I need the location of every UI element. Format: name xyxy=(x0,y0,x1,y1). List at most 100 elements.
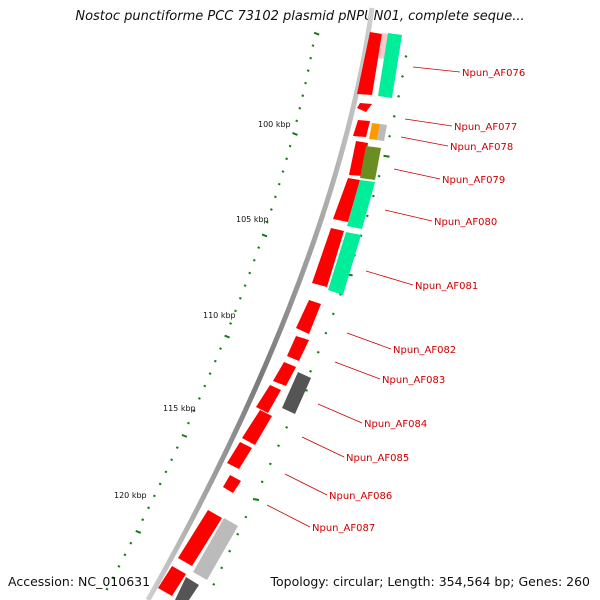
minor-tick xyxy=(208,372,212,375)
gene-label-npun-af082: Npun_AF082 xyxy=(393,345,456,356)
cds-arrow xyxy=(158,566,186,596)
minor-tick xyxy=(281,170,285,173)
cds-arrow xyxy=(353,120,370,137)
minor-tick xyxy=(234,309,237,313)
inner-tick xyxy=(377,174,381,178)
inner-tick xyxy=(212,582,216,586)
minor-tick xyxy=(147,506,150,510)
inner-tick xyxy=(285,425,289,429)
kbp-labels: 100 kbp 105 kbp 110 kbp 115 kbp 120 kbp xyxy=(114,120,291,500)
inner-tick xyxy=(331,312,335,316)
kbp-label-100: 100 kbp xyxy=(258,120,291,129)
minor-tick xyxy=(105,587,109,591)
gene-label-npun-af076: Npun_AF076 xyxy=(462,68,525,79)
minor-tick xyxy=(298,106,302,110)
minor-tick xyxy=(243,284,247,288)
minor-tick xyxy=(257,246,261,250)
tick-marks xyxy=(105,31,408,591)
cog-block-green xyxy=(328,232,361,295)
minor-tick xyxy=(117,564,121,568)
cds-arrow xyxy=(223,475,241,493)
cog-block-green xyxy=(347,180,375,229)
inner-tick xyxy=(316,350,320,354)
cds-arrow xyxy=(227,442,252,469)
cds-arrow xyxy=(357,103,372,112)
inner-tick xyxy=(228,549,232,553)
inner-tick xyxy=(309,369,312,373)
inner-tick xyxy=(392,114,396,118)
leader-line xyxy=(301,436,345,458)
minor-tick xyxy=(288,144,292,148)
cds-arrow xyxy=(296,300,321,334)
minor-tick xyxy=(111,576,115,580)
minor-tick xyxy=(197,397,201,400)
minor-tick xyxy=(248,271,252,275)
major-tick xyxy=(313,31,320,36)
cog-block-green xyxy=(378,33,402,98)
minor-tick xyxy=(203,384,207,388)
leader-line xyxy=(365,270,414,286)
minor-tick xyxy=(129,541,133,545)
cds-arrow xyxy=(333,178,360,222)
kbp-label-115: 115 kbp xyxy=(163,404,196,413)
cds-arrow xyxy=(287,336,309,361)
leader-line xyxy=(404,118,453,127)
topology-text: Topology: circular; Length: 354,564 bp; … xyxy=(270,574,591,589)
gene-label-npun-af078: Npun_AF078 xyxy=(450,142,513,153)
inner-tick xyxy=(277,444,280,448)
minor-tick xyxy=(252,258,256,262)
cds-arrow xyxy=(312,228,344,287)
minor-tick xyxy=(164,470,168,474)
minor-tick xyxy=(277,182,281,186)
minor-tick xyxy=(309,56,313,60)
cog-block-olive xyxy=(360,146,381,180)
leader-line xyxy=(266,504,311,528)
cds-arrow xyxy=(178,510,222,566)
gene-label-npun-af081: Npun_AF081 xyxy=(415,281,478,292)
leader-line xyxy=(346,332,392,350)
backbone-arc xyxy=(145,7,375,600)
major-tick xyxy=(181,433,188,438)
kbp-label-110: 110 kbp xyxy=(203,311,236,320)
cog-features xyxy=(175,33,402,600)
minor-tick xyxy=(175,446,179,449)
inner-tick xyxy=(383,154,390,158)
inner-tick xyxy=(220,566,224,570)
minor-tick xyxy=(219,347,222,350)
minor-tick xyxy=(265,220,269,224)
minor-tick xyxy=(306,69,310,72)
inner-tick xyxy=(252,498,260,501)
minor-tick xyxy=(229,322,233,325)
inner-tick xyxy=(236,532,240,536)
minor-tick xyxy=(213,359,217,363)
kbp-label-120: 120 kbp xyxy=(114,491,147,500)
inner-tick xyxy=(244,515,248,519)
minor-tick xyxy=(238,296,242,300)
leader-line xyxy=(334,361,381,380)
minor-tick xyxy=(269,208,273,211)
inner-tick xyxy=(365,214,369,218)
cds-arrow xyxy=(357,32,382,95)
leader-line xyxy=(384,209,433,222)
map-title: Nostoc punctiforme PCC 73102 plasmid pNP… xyxy=(75,9,525,24)
gene-label-npun-af083: Npun_AF083 xyxy=(382,375,445,386)
inner-tick xyxy=(324,331,328,335)
inner-tick xyxy=(404,55,408,58)
gene-labels: Npun_AF076 Npun_AF077 Npun_AF078 Npun_AF… xyxy=(312,68,525,534)
minor-tick xyxy=(170,458,174,462)
leader-line xyxy=(400,136,449,147)
gene-label-npun-af087: Npun_AF087 xyxy=(312,523,375,534)
minor-tick xyxy=(295,119,299,123)
cds-features xyxy=(158,32,382,596)
minor-tick xyxy=(187,421,190,425)
leader-line xyxy=(317,403,363,424)
inner-tick xyxy=(401,74,404,78)
cog-block-darkgray xyxy=(175,577,199,600)
cog-block-gray xyxy=(193,518,238,580)
minor-tick xyxy=(304,81,307,85)
minor-tick xyxy=(141,518,145,522)
gene-label-npun-af077: Npun_AF077 xyxy=(454,122,517,133)
gene-label-npun-af080: Npun_AF080 xyxy=(434,217,497,228)
inner-tick xyxy=(260,480,264,484)
